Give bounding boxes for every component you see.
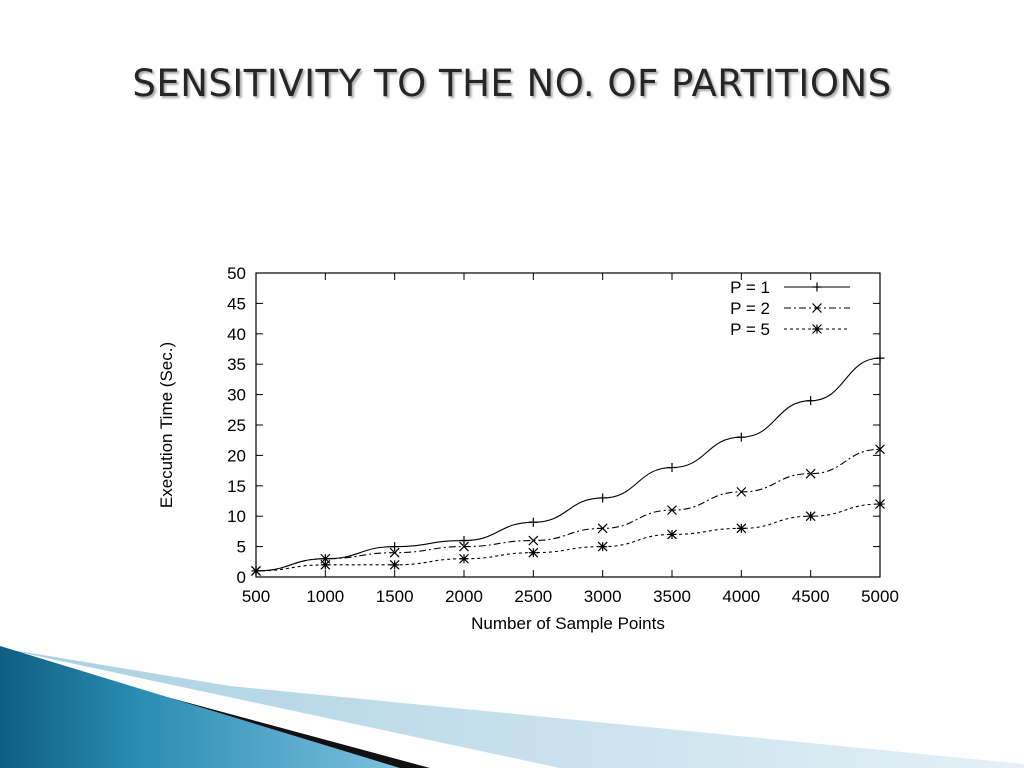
data-point-p3: [875, 499, 885, 509]
x-tick-label: 1500: [376, 587, 414, 606]
corner-decoration: [0, 646, 1024, 768]
data-point-p3: [320, 559, 331, 570]
data-point-p2: [528, 535, 539, 546]
data-point-p2: [597, 523, 608, 534]
legend-label: P = 2: [730, 299, 770, 318]
data-point-p2: [875, 444, 885, 455]
x-tick-label: 4500: [792, 587, 830, 606]
x-tick-label: 4000: [722, 587, 760, 606]
x-tick-label: 2500: [514, 587, 552, 606]
y-tick-label: 45: [227, 294, 246, 313]
plot-area: 0 5 10 15 20 25 30 35 40 45 50 500 1000 1500 2000 2500 3…: [157, 264, 899, 633]
legend-marker: [812, 282, 822, 292]
y-tick-label: 20: [227, 446, 246, 465]
y-tick-label: 0: [237, 568, 246, 587]
deco-light-band: [0, 648, 1024, 768]
data-point-p1: [875, 353, 885, 363]
y-tick-label: 25: [227, 416, 246, 435]
legend-label: P = 1: [730, 278, 770, 297]
x-tick-label: 3500: [653, 587, 691, 606]
plot-frame: [255, 272, 881, 578]
data-point-p1: [667, 463, 677, 473]
data-point-p3: [667, 529, 677, 540]
data-point-p2: [805, 468, 816, 479]
data-point-p2: [459, 541, 469, 552]
y-tick-label: 50: [227, 264, 246, 283]
series-line-p1: [255, 357, 881, 572]
x-axis-label: Number of Sample Points: [471, 614, 665, 633]
deco-blue-band: [0, 646, 400, 768]
y-tick-label: 35: [227, 355, 246, 374]
data-point-p1: [528, 517, 538, 527]
x-tick-label: 1000: [306, 587, 344, 606]
legend-label: P = 5: [730, 320, 770, 339]
data-point-p1: [459, 536, 469, 546]
legend-marker: [812, 303, 822, 313]
y-axis-label: Execution Time (Sec.): [157, 342, 176, 508]
x-tick-label: 3000: [584, 587, 622, 606]
data-point-p2: [389, 547, 400, 558]
data-point-p1: [390, 542, 400, 552]
data-point-p3: [597, 541, 608, 552]
execution-time-chart: 0 5 10 15 20 25 30 35 40 45 50 500 1000 1500 2000 2500 3…: [157, 264, 899, 633]
y-tick-label: 30: [227, 386, 246, 405]
data-point-p3: [459, 553, 469, 564]
y-tick-label: 15: [227, 477, 246, 496]
x-tick-label: 2000: [445, 587, 483, 606]
data-point-p1: [806, 396, 816, 406]
data-point-p3: [389, 559, 400, 570]
data-point-p3: [528, 547, 539, 558]
data-point-p3: [805, 511, 816, 522]
series-line-p2: [255, 448, 881, 572]
data-point-p1: [736, 432, 746, 442]
data-point-p2: [667, 505, 677, 516]
slide-title: SENSITIVITY TO THE NO. OF PARTITIONS: [132, 62, 892, 105]
x-tick-label: 5000: [861, 587, 899, 606]
data-point-p3: [736, 523, 747, 534]
y-tick-label: 10: [227, 507, 246, 526]
legend-marker: [812, 324, 822, 334]
data-point-p1: [598, 493, 608, 503]
y-tick-label: 40: [227, 325, 246, 344]
y-tick-label: 5: [237, 538, 246, 557]
x-tick-label: 500: [242, 587, 270, 606]
data-point-p3: [251, 565, 261, 576]
series-line-p3: [255, 503, 881, 572]
data-point-p2: [736, 486, 747, 497]
